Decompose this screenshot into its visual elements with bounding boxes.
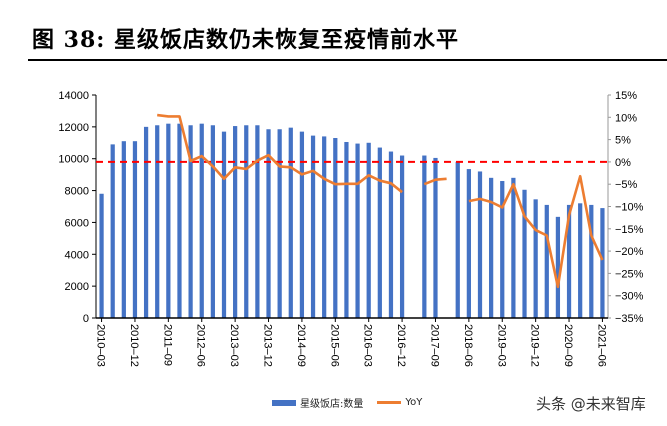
right-tick-label: −25%	[615, 268, 644, 280]
bar	[143, 126, 149, 318]
bar	[333, 138, 338, 318]
left-tick-label: 2000	[65, 281, 89, 293]
bar	[388, 151, 394, 318]
bar	[511, 177, 516, 318]
yoy-line	[423, 177, 447, 186]
right-tick-label: −15%	[615, 224, 644, 236]
legend-bar-label: 星级饭店:数量	[300, 399, 364, 410]
left-tick-label: 4000	[65, 249, 89, 261]
x-tick-label: 2010–12	[128, 324, 140, 367]
bar	[199, 123, 204, 319]
right-tick-label: 10%	[615, 112, 637, 124]
bar	[477, 171, 483, 318]
right-tick-label: −35%	[615, 313, 644, 325]
bar	[578, 203, 583, 318]
x-tick-label: 2016–03	[362, 324, 374, 367]
right-tick-label: −5%	[615, 179, 638, 191]
bar	[600, 208, 605, 318]
bar	[110, 144, 115, 318]
bar	[355, 143, 360, 318]
legend-line-swatch	[377, 401, 402, 404]
yoy-line	[157, 113, 403, 194]
bar	[132, 141, 138, 318]
bar	[366, 142, 371, 318]
x-tick-label: 2018–06	[462, 324, 474, 367]
bar	[522, 189, 527, 318]
bar	[233, 126, 238, 318]
left-tick-label: 10000	[58, 154, 89, 166]
bar	[166, 123, 171, 319]
bar	[555, 216, 561, 318]
right-tick-label: −20%	[615, 246, 644, 258]
bar	[266, 129, 271, 318]
bar	[221, 131, 227, 318]
left-tick-label: 14000	[58, 90, 89, 102]
bar	[544, 204, 549, 318]
bar	[299, 131, 305, 318]
bar	[344, 141, 349, 318]
x-tick-label: 2012–06	[195, 324, 207, 367]
x-tick-label: 2019–03	[495, 324, 507, 367]
left-tick-label: 0	[83, 313, 89, 325]
bar	[155, 125, 160, 318]
right-tick-label: 5%	[615, 135, 631, 147]
legend-bar-swatch	[272, 399, 296, 406]
bar	[255, 125, 260, 318]
bar	[433, 157, 438, 318]
watermark: 头条 @未来智库	[536, 395, 646, 413]
bar	[277, 129, 282, 318]
bar	[210, 125, 215, 318]
x-tick-label: 2010–03	[95, 324, 107, 367]
left-tick-label: 6000	[65, 217, 89, 229]
x-tick-label: 2020–09	[562, 324, 574, 367]
right-tick-label: 15%	[615, 90, 637, 102]
bar	[489, 177, 494, 318]
left-tick-label: 12000	[58, 122, 89, 134]
chart-title: 图 38: 星级饭店数仍未恢复至疫情前水平	[32, 27, 460, 53]
bar	[188, 125, 193, 318]
x-tick-label: 2013–03	[228, 324, 240, 367]
right-tick-label: −10%	[615, 202, 644, 214]
yoy-line	[468, 174, 604, 289]
x-tick-label: 2021–06	[595, 324, 607, 367]
bar	[99, 193, 104, 318]
bar	[566, 204, 572, 318]
x-tick-label: 2019–12	[529, 324, 541, 367]
bar	[244, 125, 249, 318]
left-tick-label: 8000	[65, 186, 89, 198]
bar	[377, 147, 382, 318]
bar	[422, 155, 427, 318]
legend-line-label: YoY	[405, 397, 423, 408]
right-tick-label: 0%	[615, 157, 631, 169]
legend: 星级饭店:数量 YoY	[272, 395, 422, 410]
bar	[177, 123, 182, 319]
bar	[399, 155, 405, 318]
x-tick-label: 2015–06	[328, 324, 340, 367]
x-tick-label: 2013–12	[262, 324, 274, 367]
bar	[466, 169, 471, 318]
x-tick-label: 2011–09	[161, 324, 173, 366]
bar	[310, 135, 316, 318]
bar	[288, 127, 293, 319]
bar	[322, 136, 327, 318]
bar	[455, 161, 460, 318]
bar	[589, 204, 594, 318]
x-tick-label: 2014–09	[295, 324, 307, 367]
bar	[533, 199, 538, 318]
x-tick-label: 2017–09	[428, 324, 440, 367]
bar	[500, 181, 505, 318]
title-underline	[28, 59, 667, 61]
bar	[121, 141, 126, 318]
right-tick-label: −30%	[615, 291, 644, 303]
x-tick-label: 2016–12	[395, 324, 407, 367]
